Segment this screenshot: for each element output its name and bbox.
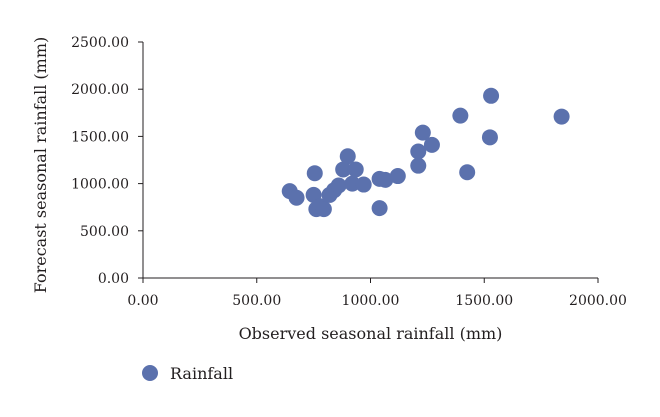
data-point — [307, 165, 323, 181]
legend-marker-rainfall — [142, 365, 158, 381]
legend: Rainfall — [142, 364, 233, 383]
data-point — [452, 108, 468, 124]
data-point — [356, 177, 372, 193]
data-point — [483, 88, 499, 104]
tick-marks — [138, 42, 598, 283]
legend-label-rainfall: Rainfall — [170, 364, 233, 383]
data-point — [410, 158, 426, 174]
y-tick-labels: 0.00 500.00 1000.00 1500.00 2000.00 2500.00 — [71, 35, 129, 287]
data-point — [424, 137, 440, 153]
y-axis-title: Forecast seasonal rainfall (mm) — [31, 37, 50, 294]
data-point — [316, 201, 332, 217]
data-point — [459, 164, 475, 180]
scatter-chart: 0.00 500.00 1000.00 1500.00 2000.00 2500.00 0… — [0, 0, 660, 413]
axes — [143, 42, 598, 278]
x-tick-label: 0.00 — [127, 293, 158, 309]
y-tick-label: 0.00 — [98, 271, 129, 287]
y-tick-label: 1500.00 — [71, 129, 129, 145]
data-point — [372, 200, 388, 216]
x-tick-label: 2000.00 — [569, 293, 627, 309]
y-tick-label: 2000.00 — [71, 82, 129, 98]
data-point — [348, 161, 364, 177]
x-axis-title: Observed seasonal rainfall (mm) — [239, 324, 503, 343]
x-tick-label: 1000.00 — [342, 293, 400, 309]
data-points — [282, 88, 570, 217]
data-point — [410, 144, 426, 160]
y-tick-label: 500.00 — [80, 224, 129, 240]
data-point — [289, 190, 305, 206]
data-point — [390, 168, 406, 184]
data-point — [331, 177, 347, 193]
chart-svg: 0.00 500.00 1000.00 1500.00 2000.00 2500.00 0… — [0, 0, 660, 413]
data-point — [554, 109, 570, 125]
y-tick-label: 2500.00 — [71, 35, 129, 51]
x-tick-labels: 0.00 500.00 1000.00 1500.00 2000.00 — [127, 293, 627, 309]
x-tick-label: 500.00 — [232, 293, 281, 309]
y-tick-label: 1000.00 — [71, 177, 129, 193]
x-tick-label: 1500.00 — [455, 293, 513, 309]
data-point — [482, 129, 498, 145]
